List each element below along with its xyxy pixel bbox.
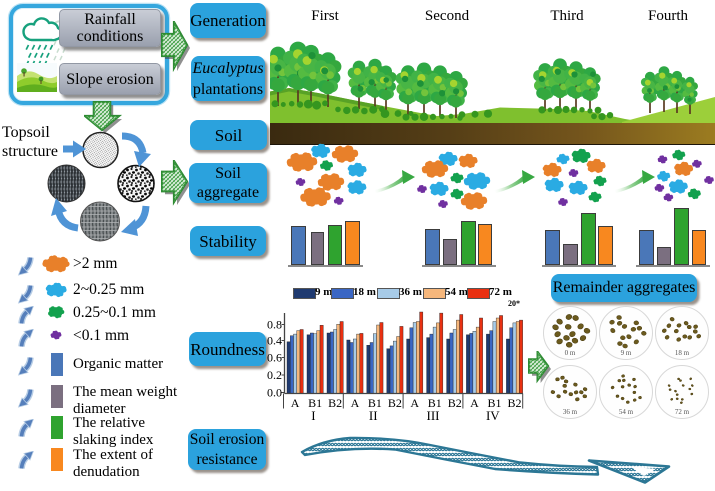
svg-text:II: II bbox=[369, 408, 378, 423]
svg-text:B2: B2 bbox=[328, 396, 342, 410]
svg-text:B2: B2 bbox=[448, 396, 462, 410]
svg-text:IV: IV bbox=[486, 408, 500, 423]
svg-text:18 m: 18 m bbox=[675, 349, 690, 357]
svg-text:B2: B2 bbox=[388, 396, 402, 410]
svg-text:9 m: 9 m bbox=[621, 349, 632, 357]
svg-text:A: A bbox=[291, 396, 300, 410]
svg-text:0.2: 0.2 bbox=[267, 368, 282, 382]
svg-text:72 m: 72 m bbox=[675, 408, 690, 416]
svg-text:B1: B1 bbox=[487, 396, 501, 410]
svg-text:0 m: 0 m bbox=[565, 349, 576, 357]
svg-text:B1: B1 bbox=[428, 396, 442, 410]
svg-text:36 m: 36 m bbox=[563, 408, 578, 416]
svg-text:0.8: 0.8 bbox=[267, 318, 282, 332]
svg-text:A: A bbox=[470, 396, 479, 410]
svg-text:B1: B1 bbox=[308, 396, 322, 410]
svg-text:0.6: 0.6 bbox=[267, 351, 282, 365]
svg-text:B2: B2 bbox=[507, 396, 521, 410]
svg-text:I: I bbox=[311, 408, 315, 423]
svg-text:B1: B1 bbox=[368, 396, 382, 410]
svg-text:0.4: 0.4 bbox=[267, 334, 282, 348]
svg-text:III: III bbox=[427, 408, 440, 423]
svg-text:54 m: 54 m bbox=[619, 408, 634, 416]
svg-text:A: A bbox=[410, 396, 419, 410]
svg-text:A: A bbox=[351, 396, 360, 410]
svg-text:0.0: 0.0 bbox=[267, 386, 282, 400]
